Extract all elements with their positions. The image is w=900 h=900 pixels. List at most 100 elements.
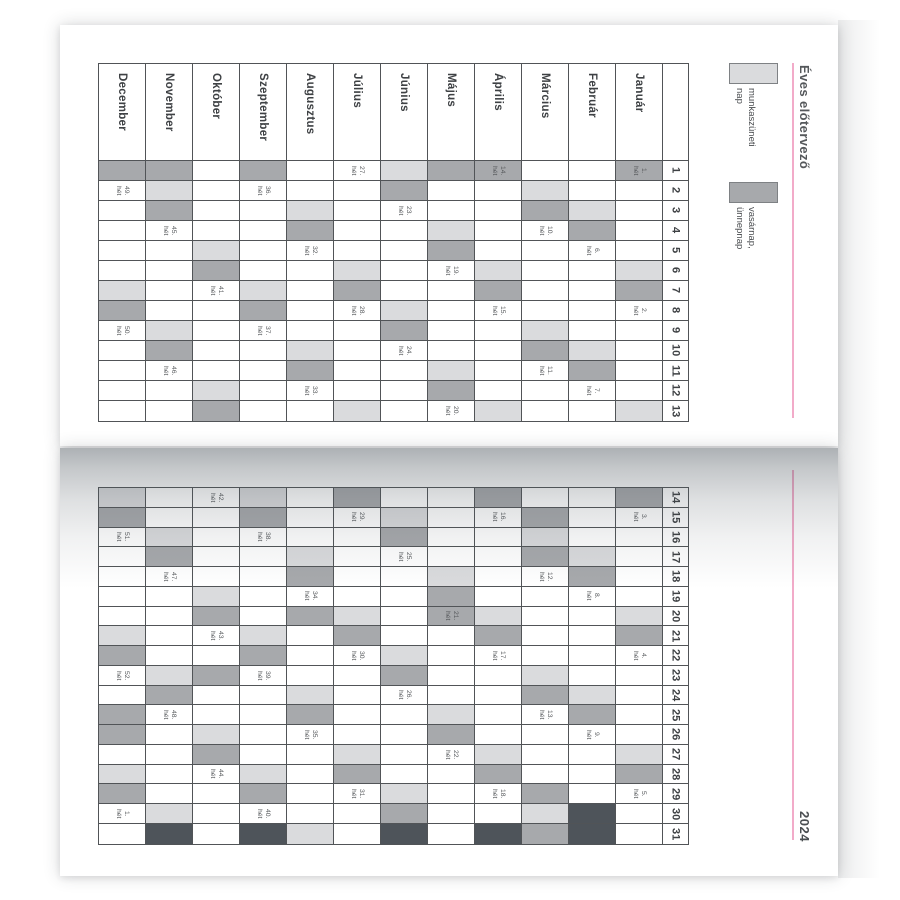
week-number-label: 51. hét	[115, 532, 130, 542]
day-cell	[522, 784, 569, 805]
week-number-label: 46. hét	[162, 365, 177, 376]
day-cell	[240, 241, 287, 261]
day-cell	[240, 381, 287, 401]
day-cell	[146, 341, 193, 361]
day-cell	[428, 646, 475, 666]
day-number: 20	[663, 606, 688, 627]
day-cell	[287, 606, 334, 627]
day-number: 9	[663, 321, 688, 341]
day-cell	[146, 401, 193, 421]
day-cell	[146, 527, 193, 548]
day-cell	[522, 301, 569, 321]
day-cell	[193, 527, 240, 548]
day-cell	[475, 744, 522, 765]
day-cell	[569, 646, 616, 666]
day-cell	[193, 181, 240, 201]
day-cell	[240, 626, 287, 647]
day-cell	[616, 705, 663, 726]
day-cell	[146, 606, 193, 627]
day-number: 31	[663, 824, 688, 844]
day-cell	[428, 301, 475, 321]
day-cell: 6. hét	[569, 241, 616, 261]
day-cell	[240, 301, 287, 321]
day-cell	[569, 181, 616, 201]
day-cell	[616, 321, 663, 341]
day-cell	[99, 241, 146, 261]
day-cell	[287, 527, 334, 548]
day-cell	[381, 665, 428, 686]
day-cell	[616, 764, 663, 785]
day-cell	[240, 401, 287, 421]
day-cell	[522, 646, 569, 666]
day-cell: 26. hét	[381, 685, 428, 706]
day-cell	[193, 507, 240, 528]
day-cell: 35. hét	[287, 725, 334, 745]
day-cell: 5. hét	[616, 784, 663, 805]
day-cell	[428, 665, 475, 686]
day-cell	[99, 381, 146, 401]
day-cell	[287, 341, 334, 361]
day-cell	[146, 281, 193, 301]
week-number-label: 16. hét	[491, 512, 506, 522]
day-number: 29	[663, 784, 688, 805]
day-cell	[287, 507, 334, 528]
day-cell	[475, 567, 522, 587]
day-cell	[287, 401, 334, 421]
week-number-label: 19. hét	[444, 265, 459, 276]
month-header: Szeptember	[240, 64, 287, 161]
day-cell	[522, 201, 569, 221]
day-cell	[334, 401, 381, 421]
day-cell	[334, 261, 381, 281]
day-cell	[569, 301, 616, 321]
day-cell	[334, 567, 381, 587]
day-cell	[475, 321, 522, 341]
week-number-label: 3. hét	[632, 512, 647, 522]
day-cell	[569, 665, 616, 686]
day-number: 19	[663, 586, 688, 607]
month-header: Augusztus	[287, 64, 334, 161]
day-cell: 22. hét	[428, 744, 475, 765]
calendar-grid-top: December November Október Szeptember Auguszt…	[98, 63, 689, 422]
day-cell	[334, 626, 381, 647]
day-cell	[287, 181, 334, 201]
day-cell	[428, 361, 475, 381]
day-cell	[99, 361, 146, 381]
day-cell	[193, 341, 240, 361]
day-cell	[522, 547, 569, 568]
day-cell: 45. hét	[146, 221, 193, 241]
day-cell	[146, 241, 193, 261]
day-cell	[616, 341, 663, 361]
day-cell	[99, 685, 146, 706]
day-cell	[522, 381, 569, 401]
day-cell	[475, 361, 522, 381]
day-cell	[569, 341, 616, 361]
day-cell	[193, 401, 240, 421]
day-cell	[99, 567, 146, 587]
day-cell: 52. hét	[99, 665, 146, 686]
day-cell	[99, 705, 146, 726]
day-cell	[381, 507, 428, 528]
day-cell	[428, 626, 475, 647]
day-number: 3	[663, 201, 688, 221]
day-cell	[146, 261, 193, 281]
day-cell: 44. hét	[193, 764, 240, 785]
day-cell	[616, 241, 663, 261]
day-cell	[381, 606, 428, 627]
week-number-label: 44. hét	[209, 769, 224, 779]
day-cell	[616, 201, 663, 221]
day-cell: 37. hét	[240, 321, 287, 341]
day-cell	[193, 606, 240, 627]
week-number-label: 2. hét	[632, 305, 647, 316]
day-cell: 16. hét	[475, 507, 522, 528]
day-cell	[146, 547, 193, 568]
day-cell: 21. hét	[428, 606, 475, 627]
month-header: Április	[475, 64, 522, 161]
page-title: Éves előtervező	[797, 65, 812, 170]
day-cell	[334, 527, 381, 548]
day-cell	[616, 744, 663, 765]
day-cell	[146, 321, 193, 341]
day-cell	[287, 705, 334, 726]
day-cell	[193, 824, 240, 844]
day-cell	[146, 725, 193, 745]
day-cell	[475, 401, 522, 421]
